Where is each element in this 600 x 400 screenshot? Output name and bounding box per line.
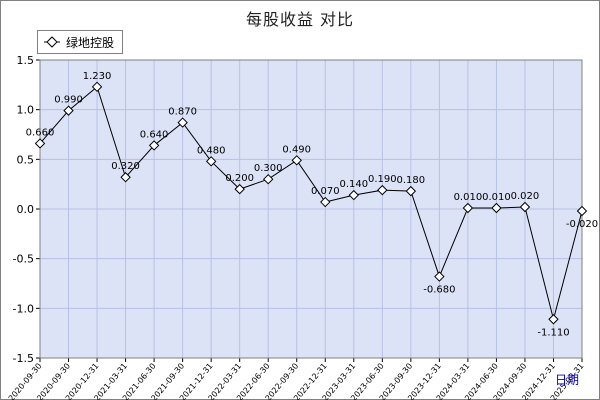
data-label: 0.010 xyxy=(454,192,483,203)
x-axis-label: 日期 xyxy=(555,373,579,387)
y-tick-label: -1.0 xyxy=(13,302,34,315)
data-point xyxy=(177,117,188,128)
legend-marker-icon xyxy=(44,36,60,48)
chart-title: 每股收益 对比 xyxy=(245,10,355,29)
data-point xyxy=(576,205,588,217)
data-label: 0.320 xyxy=(111,161,140,172)
data-point xyxy=(263,173,274,185)
data-point xyxy=(291,155,302,166)
data-label: 0.640 xyxy=(140,129,169,140)
data-label: 0.010 xyxy=(482,192,511,203)
data-point xyxy=(377,184,388,196)
data-point xyxy=(148,140,160,151)
data-label: 0.870 xyxy=(168,107,197,118)
data-label: 1.230 xyxy=(83,71,112,82)
y-tick-label: -1.5 xyxy=(13,352,34,365)
data-label: 0.990 xyxy=(54,95,83,106)
data-point xyxy=(405,185,417,197)
data-label: 0.660 xyxy=(26,127,55,138)
data-point xyxy=(462,202,474,214)
data-label: -0.680 xyxy=(423,285,455,296)
y-tick-label: -0.5 xyxy=(13,253,34,266)
legend: 绿地控股 xyxy=(37,30,124,54)
data-point xyxy=(120,172,131,183)
data-point xyxy=(205,156,217,167)
data-label: 0.190 xyxy=(368,174,397,185)
y-tick-label: 0.5 xyxy=(17,153,35,166)
data-label: 0.140 xyxy=(339,179,368,190)
data-point xyxy=(434,271,445,282)
data-label: 0.490 xyxy=(282,144,311,155)
y-tick-label: 0.0 xyxy=(17,203,35,216)
data-label: 0.070 xyxy=(311,186,340,197)
data-label: 0.180 xyxy=(397,175,426,186)
data-label: 0.300 xyxy=(254,163,283,174)
data-point xyxy=(519,201,531,213)
data-point xyxy=(63,105,74,116)
data-label: -0.020 xyxy=(566,219,598,230)
data-point xyxy=(320,196,331,208)
data-label: 0.200 xyxy=(225,173,254,184)
data-label: 0.020 xyxy=(511,191,540,202)
data-point xyxy=(234,183,245,195)
y-tick-label: 1.5 xyxy=(17,54,35,67)
data-point xyxy=(348,189,359,201)
legend-label: 绿地控股 xyxy=(66,35,115,50)
data-point xyxy=(34,138,46,149)
data-point xyxy=(548,314,559,325)
data-point xyxy=(91,81,103,93)
y-tick-label: 1.0 xyxy=(17,104,35,117)
data-label: -1.110 xyxy=(537,327,569,338)
data-label: 0.480 xyxy=(197,145,226,156)
data-point xyxy=(491,202,502,214)
